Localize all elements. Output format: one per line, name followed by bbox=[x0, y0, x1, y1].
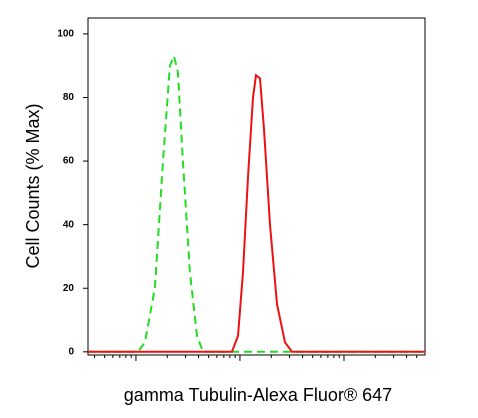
y-tick-label: 40 bbox=[63, 219, 75, 230]
histogram-line bbox=[88, 53, 425, 353]
y-axis-label: Cell Counts (% Max) bbox=[23, 103, 43, 268]
y-tick-label: 20 bbox=[63, 283, 75, 294]
y-tick-label: 80 bbox=[63, 92, 75, 103]
histogram-line bbox=[88, 73, 425, 353]
y-tick-label: 100 bbox=[57, 29, 74, 40]
x-axis-label: gamma Tubulin-Alexa Fluor® 647 bbox=[124, 385, 392, 405]
plot-frame bbox=[87, 17, 426, 356]
y-tick-label: 60 bbox=[63, 156, 75, 167]
y-tick-label: 0 bbox=[68, 346, 74, 357]
